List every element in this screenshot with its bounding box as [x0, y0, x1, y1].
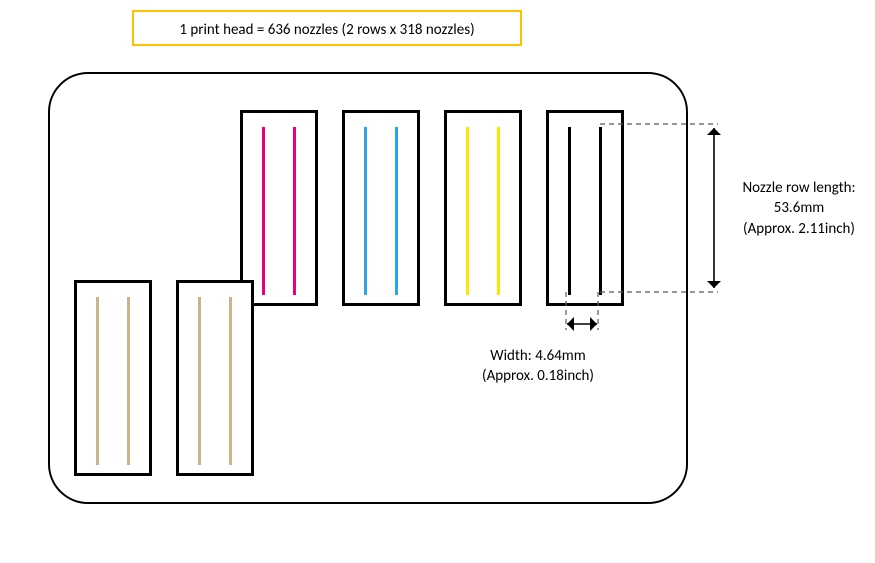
head-yellow-nozzle-row-left: [466, 127, 469, 295]
head-magenta-nozzle-row-right: [293, 127, 296, 295]
width-label-line1: Width: 4.64mm: [490, 347, 586, 365]
nozzle-width-annotation: Width: 4.64mm (Approx. 0.18inch): [448, 346, 628, 387]
head-special-2-nozzle-row-left: [198, 297, 201, 465]
head-black-nozzle-row-right: [599, 127, 602, 295]
head-special-1-nozzle-row-right: [127, 297, 130, 465]
head-special-2: [176, 280, 254, 476]
length-label-line1: Nozzle row length:: [742, 179, 855, 197]
head-special-1: [74, 280, 152, 476]
head-black-nozzle-row-left: [568, 127, 571, 295]
head-yellow-nozzle-row-right: [497, 127, 500, 295]
diagram-stage: 1 print head = 636 nozzles (2 rows x 318…: [0, 0, 875, 563]
length-label-line2: 53.6mm: [774, 199, 825, 217]
head-yellow: [444, 110, 522, 306]
head-cyan-nozzle-row-left: [364, 127, 367, 295]
head-special-2-nozzle-row-right: [229, 297, 232, 465]
head-magenta-nozzle-row-left: [262, 127, 265, 295]
length-label-line3: (Approx. 2.11inch): [743, 220, 855, 238]
head-special-1-nozzle-row-left: [96, 297, 99, 465]
title-banner: 1 print head = 636 nozzles (2 rows x 318…: [132, 10, 522, 46]
head-cyan-nozzle-row-right: [395, 127, 398, 295]
width-label-line2: (Approx. 0.18inch): [482, 367, 594, 385]
head-black: [546, 110, 624, 306]
head-magenta: [240, 110, 318, 306]
nozzle-length-annotation: Nozzle row length: 53.6mm (Approx. 2.11inc…: [724, 178, 874, 239]
head-cyan: [342, 110, 420, 306]
